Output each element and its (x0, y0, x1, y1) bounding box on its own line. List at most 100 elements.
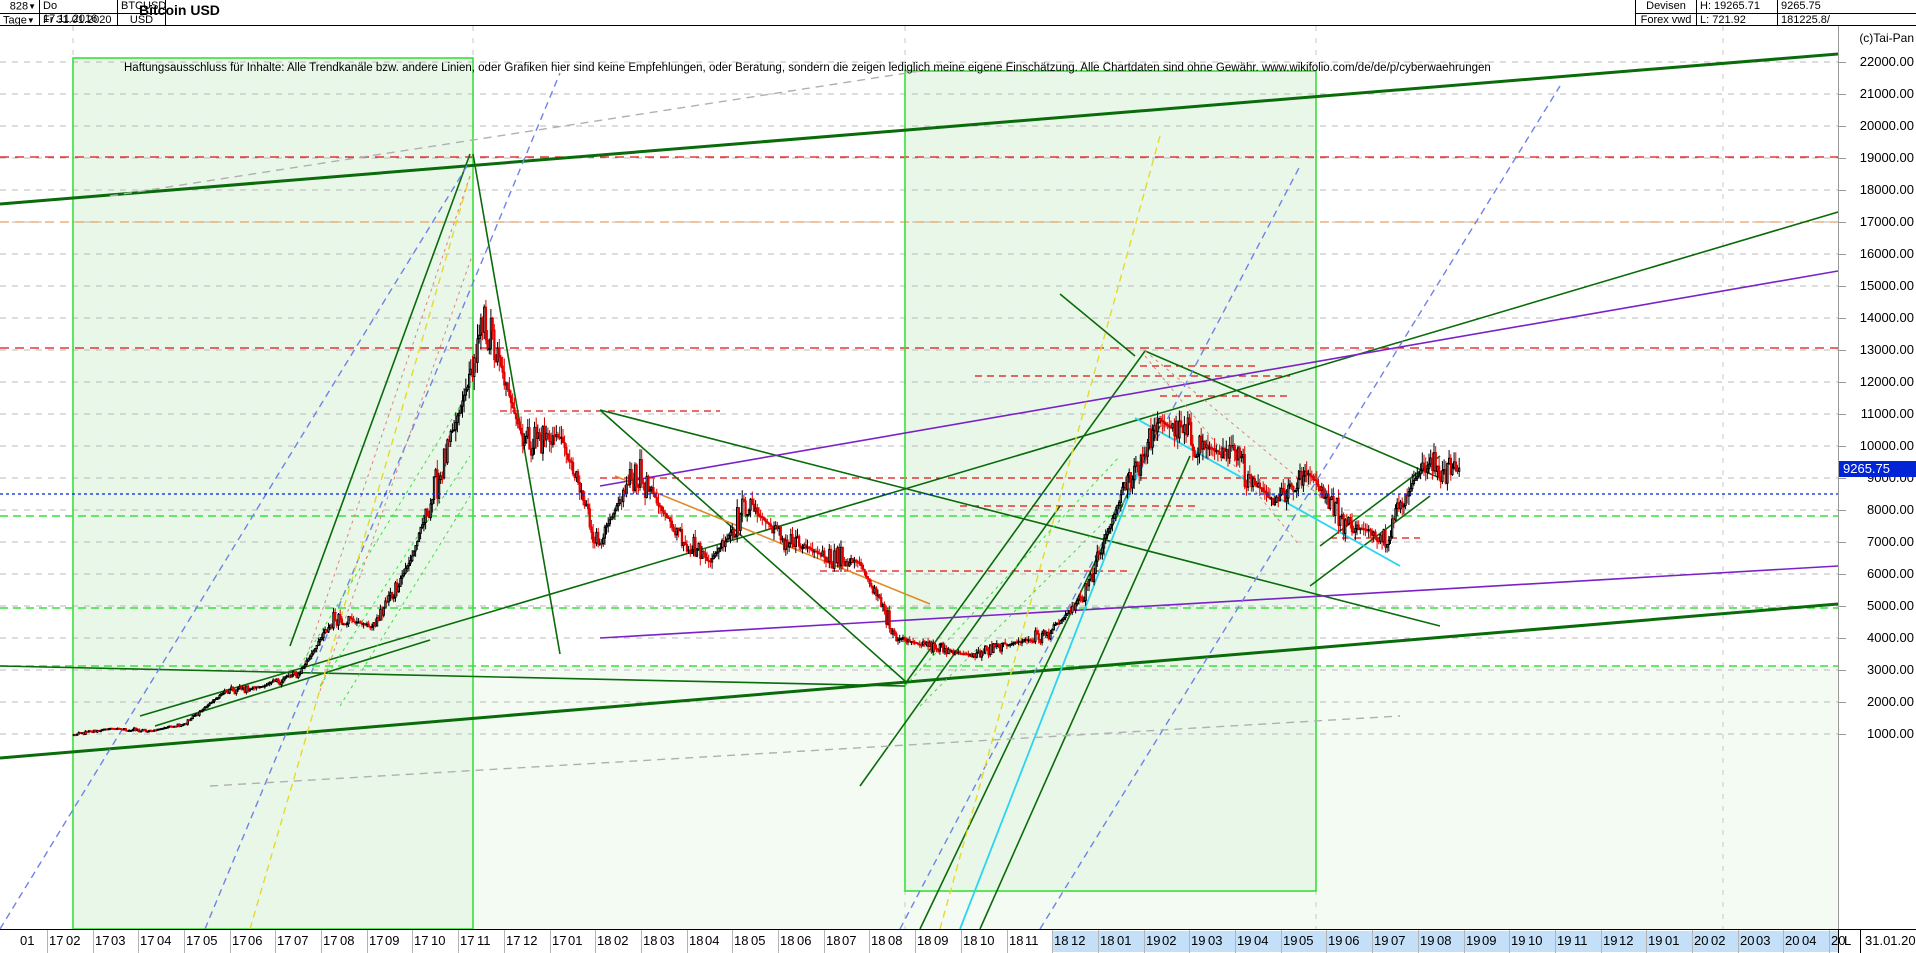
x-axis-separator (458, 930, 459, 953)
x-axis-separator (687, 930, 688, 953)
y-axis-tick (1839, 734, 1846, 735)
x-axis-separator (1326, 930, 1327, 953)
y-axis-tick (1839, 638, 1846, 639)
x-axis-separator (641, 930, 642, 953)
x-axis-year-label: 17 (552, 933, 567, 948)
page-title: Bitcoin USD (139, 2, 220, 18)
x-axis-month-label: 11 (477, 933, 491, 948)
y-axis-label: 1000.00 (1867, 726, 1914, 741)
symbol-cell[interactable]: BTCUSD USD (118, 0, 166, 26)
x-axis-separator (1829, 930, 1830, 953)
x-axis-month-label: 07 (842, 933, 857, 948)
x-axis-month-label: 02 (614, 933, 629, 948)
x-axis-separator (1418, 930, 1419, 953)
bars-count-cell[interactable]: 828▼ Tage▼ (0, 0, 40, 26)
x-axis-year-label: 17 (323, 933, 338, 948)
x-axis[interactable]: 01 17 02 17 03 17 04 17 05 17 06 17 07 17 08 17 09 17 10 17… (0, 929, 1916, 953)
x-axis-month-label: 05 (751, 933, 766, 948)
x-axis-separator (778, 930, 779, 953)
y-axis-label: 16000.00 (1859, 246, 1914, 261)
period-low: L: 721.92 (1697, 13, 1777, 27)
y-axis-tick (1839, 62, 1846, 63)
chevron-down-icon[interactable]: ▼ (28, 2, 36, 11)
x-axis-end-flag: L (1844, 933, 1852, 948)
x-axis-month-label: 11 (1574, 933, 1588, 948)
x-axis-month-label: 01 (568, 933, 583, 948)
x-axis-year-label: 19 (1420, 933, 1435, 948)
volume-header: 181225.8/ (1778, 13, 1916, 27)
y-axis-tick (1839, 382, 1846, 383)
interval-value: Tage (3, 14, 27, 27)
x-axis-year-label: 18 (643, 933, 658, 948)
x-axis-separator (1281, 930, 1282, 953)
x-axis-year-label: 18 (689, 933, 704, 948)
y-axis-label: 5000.00 (1867, 598, 1914, 613)
x-axis-separator (1144, 930, 1145, 953)
x-axis-separator (230, 930, 231, 953)
x-axis-year-label: 18 (780, 933, 795, 948)
x-axis-month-label: 10 (980, 933, 995, 948)
y-axis-label: 19000.00 (1859, 150, 1914, 165)
x-axis-separator (1007, 930, 1008, 953)
x-axis-month-label: 03 (1208, 933, 1223, 948)
y-axis-tick (1839, 574, 1846, 575)
y-axis-tick (1839, 446, 1846, 447)
symbol-value: BTCUSD (121, 0, 167, 12)
x-axis-month-label: 03 (660, 933, 675, 948)
x-axis-year-label: 19 (1237, 933, 1252, 948)
x-axis-year-label: 17 (460, 933, 475, 948)
x-axis-year-label: 17 (232, 933, 247, 948)
x-axis-separator (321, 930, 322, 953)
zone-band-low (73, 666, 1838, 929)
x-axis-separator (1464, 930, 1465, 953)
x-axis-year-label: 19 (1511, 933, 1526, 948)
x-axis-separator (732, 930, 733, 953)
x-axis-month-label: 12 (1071, 933, 1086, 948)
grey-guide-lines (109, 70, 1401, 787)
x-axis-month-label: 12 (523, 933, 538, 948)
x-axis-year-label: 17 (186, 933, 201, 948)
currency-value: USD (118, 13, 165, 27)
x-axis-separator (367, 930, 368, 953)
last-values-cell: 9265.75 181225.8/ (1778, 0, 1916, 26)
x-axis-month-label: 06 (797, 933, 812, 948)
orange-trendline (614, 475, 931, 605)
x-axis-separator (47, 930, 48, 953)
bars-count-value: 828 (9, 0, 29, 13)
secondary-trendlines (0, 153, 1838, 929)
x-axis-separator (184, 930, 185, 953)
date-range-cell[interactable]: Do 17.11.2016 Fr 31.01.2020 (40, 0, 118, 26)
y-axis-label: 8000.00 (1867, 502, 1914, 517)
y-axis-label: 21000.00 (1859, 86, 1914, 101)
chevron-down-icon-2[interactable]: ▼ (26, 16, 35, 25)
x-axis-year-label: 19 (1466, 933, 1481, 948)
y-axis[interactable]: (c)Tai-Pan 22000.00 21000.00 20000.00 19000… (1838, 26, 1916, 929)
x-axis-year-label: 19 (1191, 933, 1206, 948)
x-axis-month-label: 10 (1528, 933, 1543, 948)
y-axis-label: 17000.00 (1859, 214, 1914, 229)
period-high: H: 19265.71 (1700, 0, 1760, 12)
x-axis-year-label: 20 (1740, 933, 1755, 948)
x-axis-year-label: 18 (963, 933, 978, 948)
x-axis-month-label: 02 (66, 933, 81, 948)
x-axis-year-label: 19 (1648, 933, 1663, 948)
y-axis-label: 15000.00 (1859, 278, 1914, 293)
x-axis-highlight-band (1053, 931, 1838, 952)
source-name: Devisen (1646, 0, 1686, 12)
x-axis-month-label: 06 (248, 933, 263, 948)
x-axis-year-label: 17 (95, 933, 110, 948)
x-axis-month-label: 07 (1391, 933, 1406, 948)
x-axis-year-label: 20 (1694, 933, 1709, 948)
x-axis-separator (138, 930, 139, 953)
x-axis-month-label: 03 (1756, 933, 1771, 948)
x-axis-year-label: 18 (597, 933, 612, 948)
y-axis-tick (1839, 158, 1846, 159)
x-axis-separator (961, 930, 962, 953)
date-to: Fr 31.01.2020 (40, 13, 117, 27)
resistance-lines (0, 156, 1838, 349)
x-axis-month-label: 03 (111, 933, 126, 948)
x-axis-separator (1235, 930, 1236, 953)
disclaimer-text: Haftungsausschluss für Inhalte: Alle Tre… (124, 62, 1491, 74)
price-chart-canvas[interactable]: Haftungsausschluss für Inhalte: Alle Tre… (0, 26, 1838, 929)
